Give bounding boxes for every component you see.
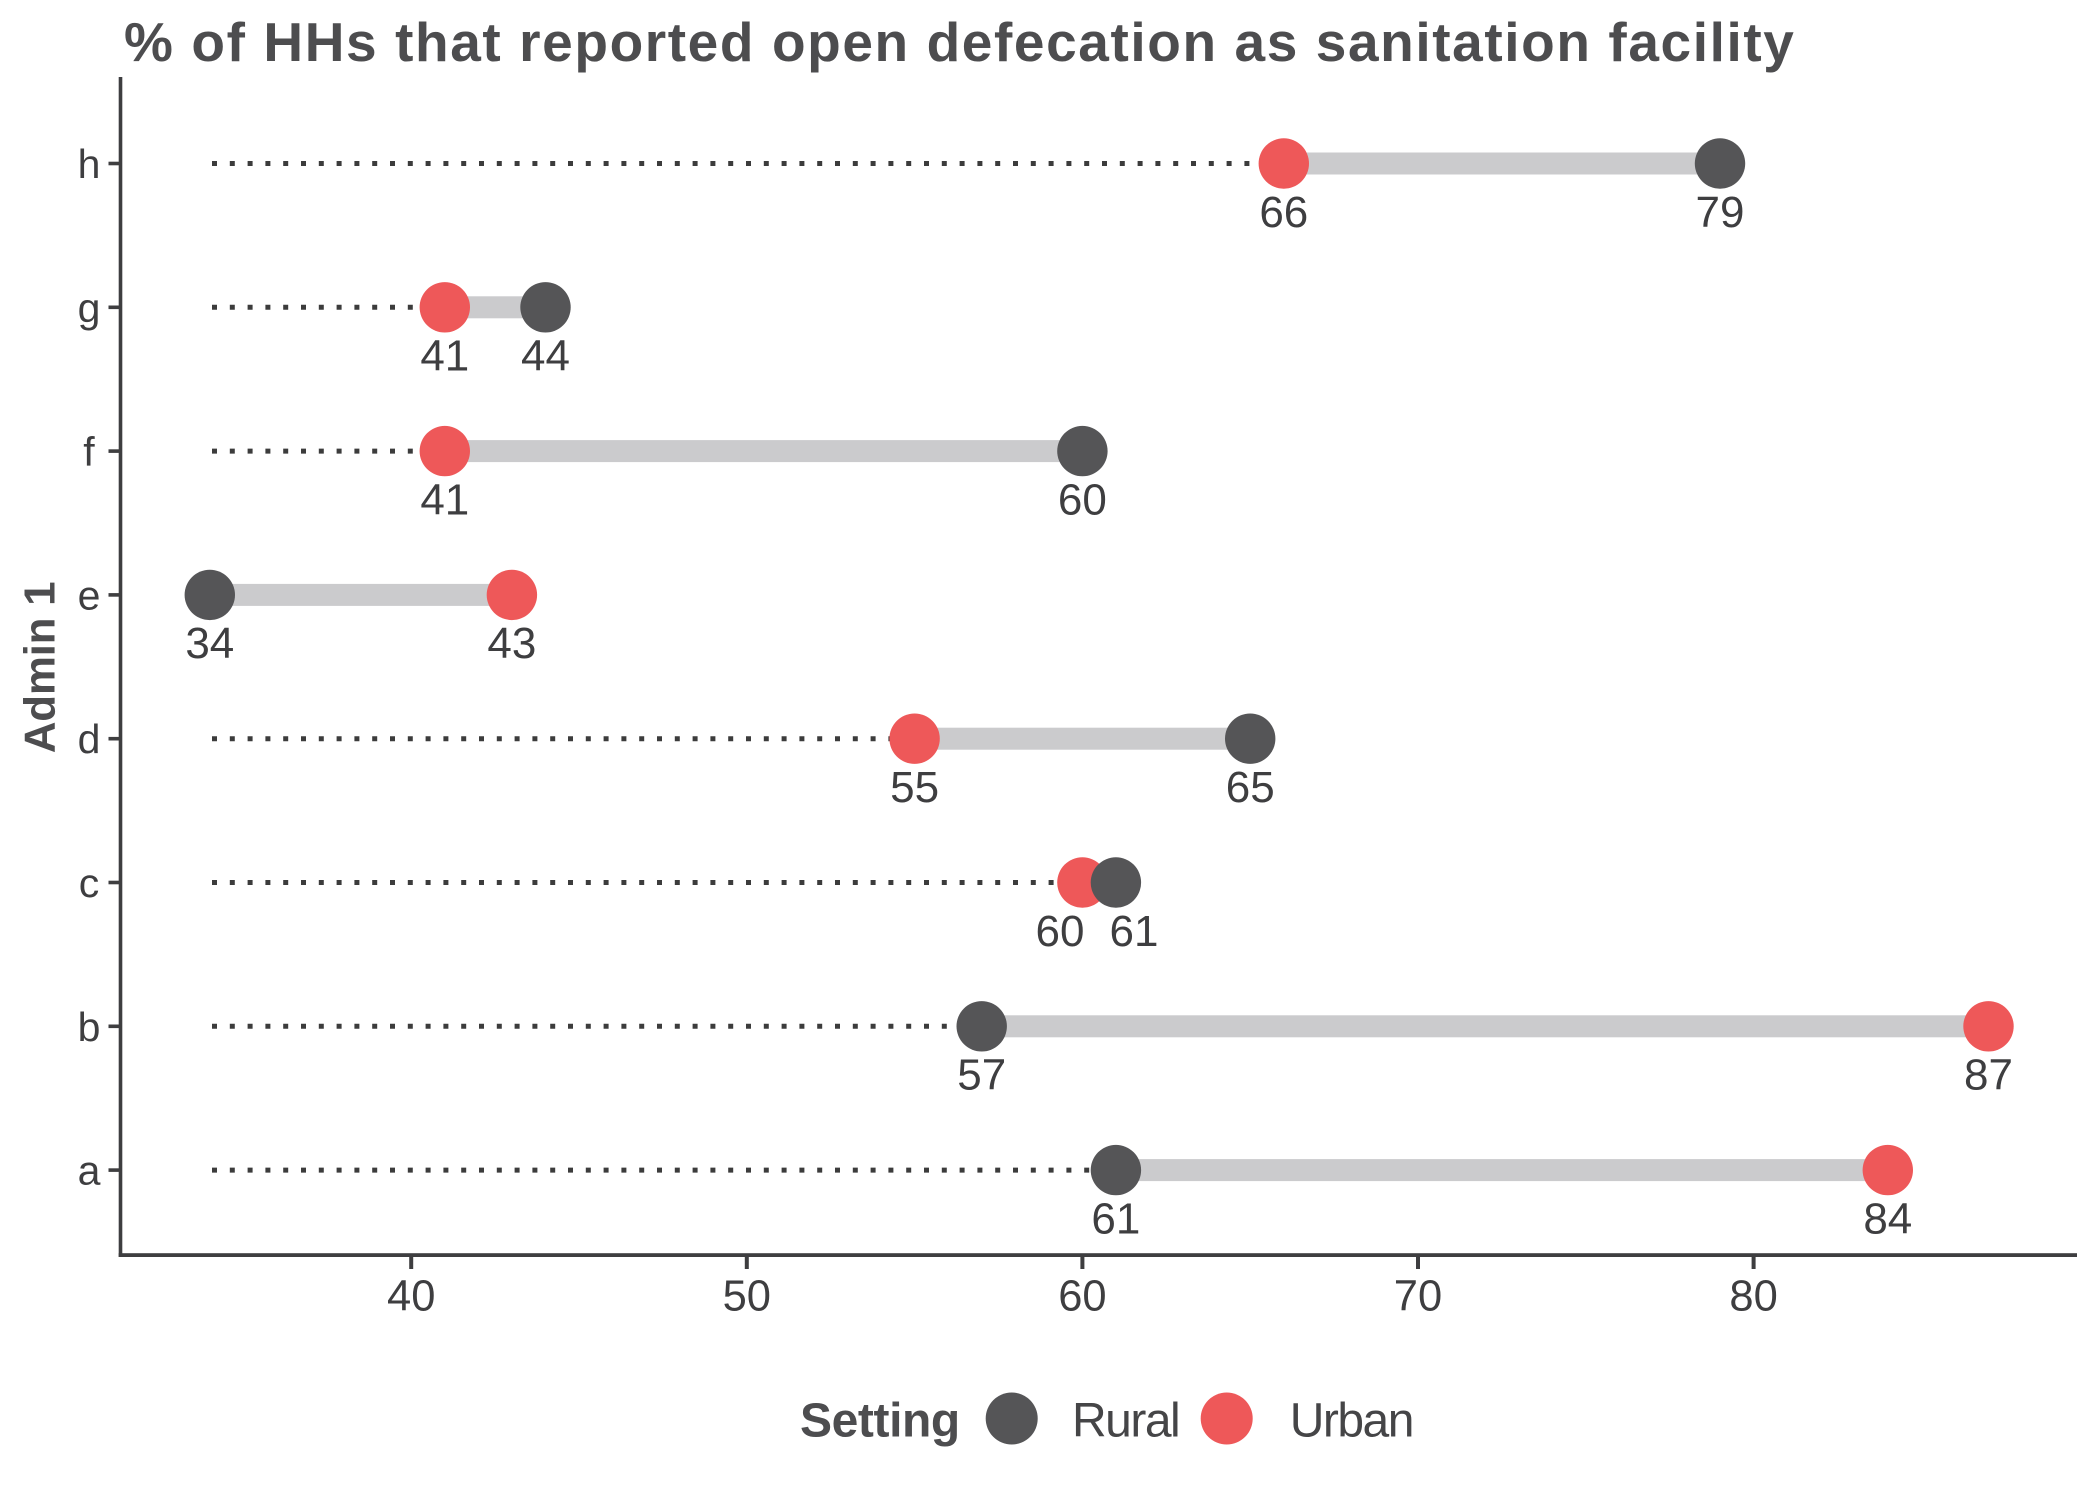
svg-text:43: 43 [487, 619, 536, 668]
svg-text:41: 41 [420, 475, 469, 524]
svg-text:Urban: Urban [1290, 1394, 1413, 1447]
svg-text:57: 57 [957, 1051, 1006, 1100]
svg-text:65: 65 [1226, 763, 1275, 812]
svg-text:79: 79 [1696, 188, 1745, 237]
svg-text:a: a [78, 1148, 101, 1194]
svg-text:f: f [83, 429, 95, 475]
svg-text:c: c [79, 860, 100, 906]
svg-text:66: 66 [1259, 188, 1308, 237]
svg-text:55: 55 [890, 763, 939, 812]
svg-text:61: 61 [1110, 907, 1159, 956]
svg-text:44: 44 [521, 332, 570, 381]
svg-text:Setting: Setting [800, 1394, 960, 1447]
svg-text:h: h [78, 141, 101, 187]
svg-text:34: 34 [185, 619, 234, 668]
svg-text:60: 60 [1058, 1273, 1106, 1321]
svg-text:60: 60 [1058, 475, 1107, 524]
svg-text:40: 40 [387, 1273, 435, 1321]
svg-text:41: 41 [420, 332, 469, 381]
svg-text:Admin 1: Admin 1 [16, 582, 65, 753]
svg-text:87: 87 [1964, 1051, 2013, 1100]
svg-text:Rural: Rural [1072, 1394, 1179, 1447]
svg-text:e: e [78, 572, 101, 618]
svg-text:d: d [78, 716, 101, 762]
svg-text:% of HHs that reported open de: % of HHs that reported open defecation a… [124, 11, 1795, 73]
svg-text:61: 61 [1091, 1194, 1140, 1243]
svg-text:g: g [78, 285, 101, 331]
svg-text:84: 84 [1863, 1194, 1912, 1243]
svg-text:50: 50 [723, 1273, 771, 1321]
svg-text:80: 80 [1729, 1273, 1777, 1321]
svg-text:60: 60 [1036, 907, 1085, 956]
svg-text:b: b [78, 1004, 101, 1050]
svg-text:70: 70 [1394, 1273, 1442, 1321]
